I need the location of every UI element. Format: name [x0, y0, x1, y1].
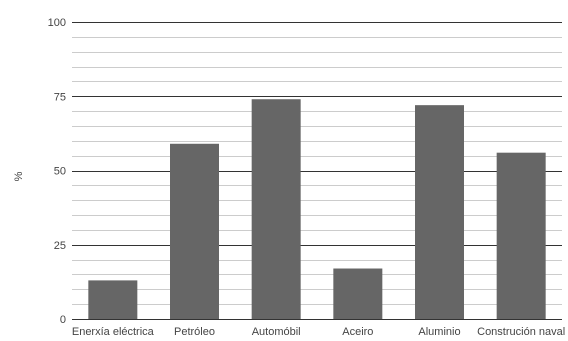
- bar: [415, 105, 464, 319]
- x-tick-label: Enerxía eléctrica: [72, 326, 155, 338]
- grid-lines: [72, 22, 562, 320]
- y-tick-label: 50: [54, 166, 66, 178]
- y-tick-label: 75: [54, 91, 66, 103]
- bar: [251, 99, 301, 319]
- y-tick-label: 0: [60, 314, 66, 326]
- bar: [170, 143, 219, 319]
- x-tick-label: Automóbil: [252, 326, 301, 338]
- x-tick-label: Construción naval: [477, 326, 565, 338]
- bars: [88, 99, 546, 319]
- x-axis-labels: Enerxía eléctrica Petróleo Automóbil Aceiro…: [72, 326, 565, 338]
- y-axis-label: %: [13, 171, 25, 181]
- bar: [333, 268, 383, 319]
- y-tick-label: 100: [48, 17, 66, 29]
- x-tick-label: Petróleo: [174, 326, 215, 338]
- x-tick-label: Aceiro: [342, 326, 373, 338]
- y-tick-label: 25: [54, 240, 66, 252]
- x-tick-label: Aluminio: [418, 326, 460, 338]
- y-axis-ticks: 0 25 50 75 100: [48, 17, 66, 326]
- bar: [496, 152, 546, 319]
- bar: [88, 280, 138, 319]
